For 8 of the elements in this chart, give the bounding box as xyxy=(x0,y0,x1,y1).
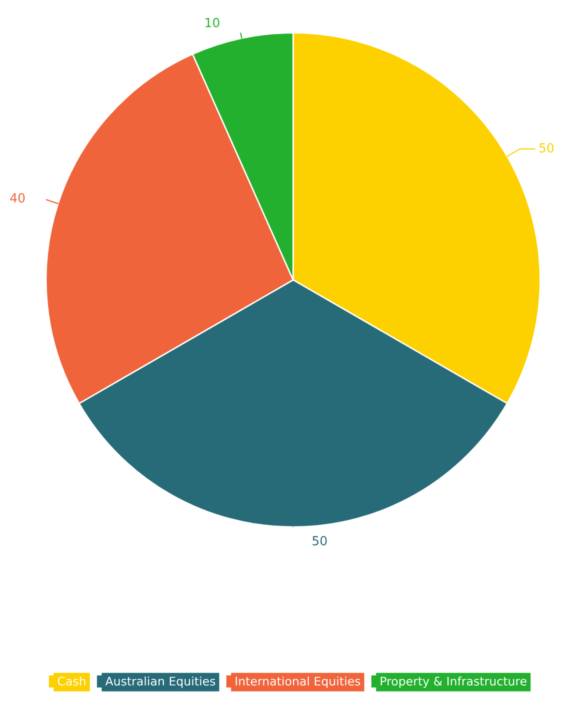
data-label: 40 xyxy=(10,193,25,203)
legend-label: Australian Equities xyxy=(105,676,216,688)
data-label: 50 xyxy=(539,143,554,153)
data-label: 50 xyxy=(312,536,327,546)
data-label: 10 xyxy=(206,18,220,28)
legend-label: International Equities xyxy=(236,676,360,688)
legend-label: Cash xyxy=(58,676,86,686)
legend-label: Property & Infrastructure xyxy=(380,676,526,688)
